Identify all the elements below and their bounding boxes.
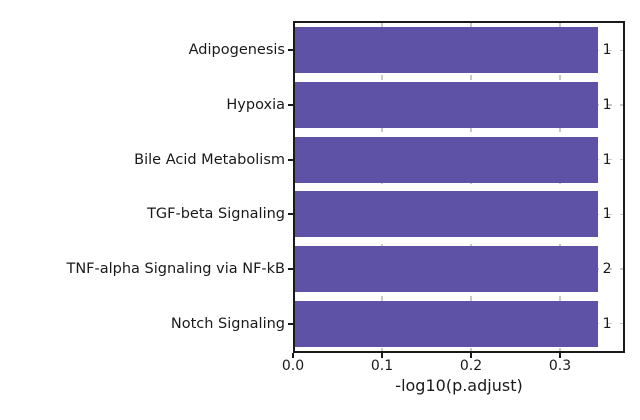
gridline-vertical — [470, 23, 472, 351]
bar — [295, 82, 598, 128]
x-axis-label: -log10(p.adjust) — [395, 376, 523, 395]
y-axis-category-label: Hypoxia — [226, 96, 285, 113]
plot-inner: 1 1 1 1 2 1 — [295, 23, 623, 351]
bar-count-label: 2 — [602, 261, 612, 277]
bar-count-label: 1 — [602, 151, 612, 168]
bar — [295, 191, 598, 238]
x-tick — [470, 353, 472, 358]
x-tick-label: 0.2 — [459, 358, 483, 374]
y-tick — [288, 268, 293, 270]
bar — [295, 136, 598, 183]
bar — [295, 300, 598, 347]
bar-count-label: 1 — [602, 315, 612, 332]
x-tick-label: 0.1 — [370, 358, 394, 374]
bar-count-label: 1 — [602, 97, 612, 113]
y-axis-category-label: TNF-alpha Signaling via NF-kB — [66, 260, 285, 277]
x-tick — [381, 353, 383, 358]
y-axis-category-label: Notch Signaling — [170, 315, 285, 332]
plot-area: 1 1 1 1 2 1 — [293, 21, 625, 353]
y-tick — [288, 322, 293, 325]
y-tick — [288, 49, 293, 52]
y-tick — [288, 158, 293, 161]
bar — [295, 27, 598, 74]
gridline-vertical — [381, 23, 383, 351]
y-axis-category-label: TGF-beta Signaling — [147, 206, 285, 223]
y-tick — [288, 104, 293, 106]
x-tick — [292, 353, 294, 358]
x-tick-label: 0.3 — [548, 358, 572, 374]
bar — [295, 246, 598, 292]
x-tick — [559, 353, 561, 358]
x-tick-label: 0.0 — [281, 358, 305, 374]
y-tick — [288, 213, 293, 216]
bar-count-label: 1 — [602, 42, 612, 59]
y-axis-category-label: Adipogenesis — [188, 42, 285, 59]
bar-count-label: 1 — [602, 206, 612, 223]
gridline-vertical — [559, 23, 561, 351]
y-axis-category-label: Bile Acid Metabolism — [134, 151, 285, 168]
